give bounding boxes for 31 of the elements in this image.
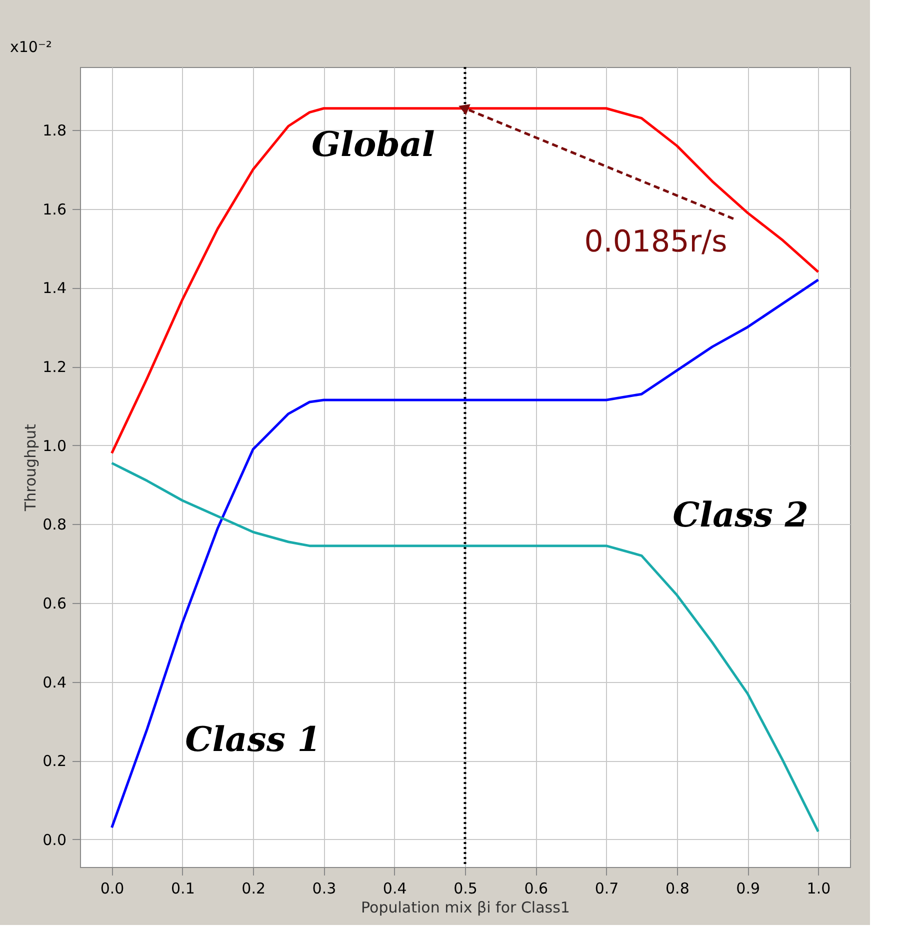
y-tick-label: 0.2 [42,752,66,770]
x-tick-label: 0.9 [736,880,760,898]
x-tick-label: 0.8 [665,880,690,898]
x-tick-label: 0.6 [524,880,548,898]
y-tick-label: 1.8 [42,122,66,140]
series-label: Global [311,124,435,165]
y-tick-label: 1.0 [42,436,66,455]
y-tick-label: 0.4 [42,673,66,692]
x-tick-label: 0.2 [242,880,266,898]
y-tick-label: 1.2 [42,358,66,376]
line-series [110,107,820,454]
series-label: Class 2 [672,495,808,536]
line-series [110,278,820,829]
line-series [110,462,820,833]
x-axis-title: Population mix βi for Class1 [361,898,570,916]
x-tick-label: 0.0 [100,880,124,898]
text: x10⁻² [10,38,52,56]
y-tick-label: 0.0 [42,830,66,849]
y-tick-label: 1.6 [42,200,66,218]
x-tick-label: 0.3 [312,880,336,898]
x-tick-label: 0.1 [171,880,195,898]
x-tick-label: 0.5 [454,880,478,898]
y-tick-label: 0.8 [42,516,66,534]
y-tick-label: 1.4 [42,279,66,298]
annotation: 0.0185r/s [584,224,728,260]
y-tick-label: 0.6 [42,594,66,612]
series-label: Class 1 [185,720,321,760]
x-tick-label: 1.0 [806,880,831,898]
x-tick-label: 0.4 [382,880,407,898]
y-axis-title: Throughput [22,424,40,512]
x-tick-label: 0.7 [594,880,619,898]
